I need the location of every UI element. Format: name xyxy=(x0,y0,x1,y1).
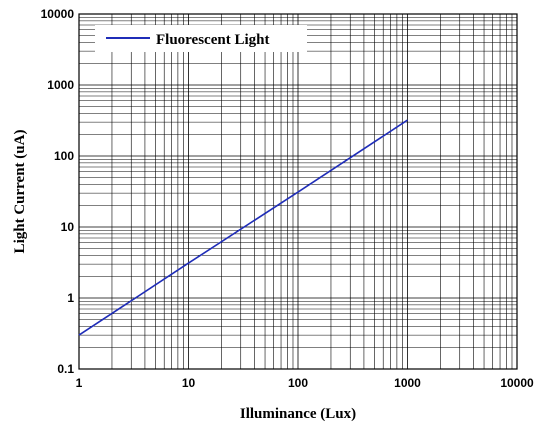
series-line-fluorescent-light xyxy=(78,119,408,336)
x-tick-label: 10000 xyxy=(500,376,534,390)
y-axis-ticks: 0.1 1 10 100 1000 10000 xyxy=(41,7,75,376)
y-axis-label: Light Current (uA) xyxy=(12,130,28,254)
y-tick-label: 10 xyxy=(61,220,75,234)
x-tick-label: 100 xyxy=(288,376,308,390)
x-tick-label: 10 xyxy=(182,376,196,390)
x-axis-ticks: 1 10 100 1000 10000 xyxy=(76,376,534,390)
legend-label-fluorescent-light: Fluorescent Light xyxy=(156,32,269,48)
x-tick-label: 1 xyxy=(76,376,83,390)
x-axis-label: Illuminance (Lux) xyxy=(240,406,356,422)
y-tick-label: 10000 xyxy=(41,7,75,21)
y-tick-label: 0.1 xyxy=(57,362,74,376)
series-lines xyxy=(78,119,408,336)
y-tick-label: 100 xyxy=(54,149,74,163)
plot-frame xyxy=(78,13,518,370)
y-tick-label: 1 xyxy=(67,291,74,305)
legend: Fluorescent Light xyxy=(95,25,307,52)
x-tick-label: 1000 xyxy=(394,376,421,390)
y-tick-label: 1000 xyxy=(47,78,74,92)
